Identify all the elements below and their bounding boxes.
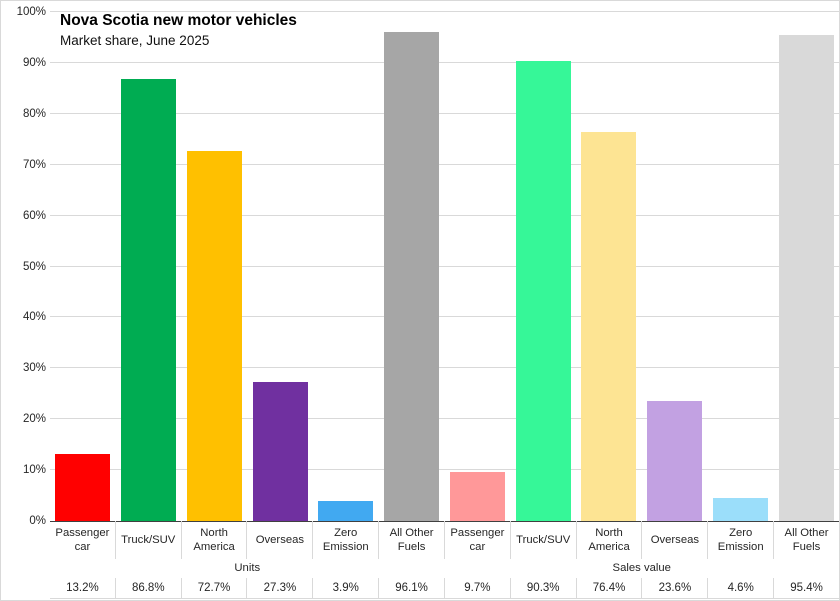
value-label: 9.7%	[445, 578, 511, 598]
bar	[186, 150, 242, 521]
gridline	[50, 316, 839, 318]
category-label: Truck/SUV	[116, 521, 182, 559]
y-axis-tick-label: 40%	[22, 311, 46, 324]
y-axis-tick-label: 100%	[16, 6, 46, 18]
value-label: 72.7%	[182, 578, 248, 598]
value-label: 95.4%	[790, 582, 823, 594]
gridline	[50, 61, 839, 63]
plot-area	[50, 11, 839, 522]
y-axis-tick-label: 50%	[22, 260, 46, 273]
value-label: 90.3%	[511, 578, 577, 598]
gridline	[50, 367, 839, 369]
y-axis-tick-label: 80%	[22, 107, 46, 120]
chart-column	[773, 12, 839, 521]
y-axis-tick-labels: 0% 10% 20% 30% 40% 50% 60% 70% 80% 90% 100%	[5, 6, 46, 527]
chart-column	[116, 12, 182, 521]
value-label-row: 13.2% 86.8% 72.7% 27.3% 3.9% 96.1% 9.7% 90.3% 76…	[50, 578, 839, 599]
chart-column	[313, 12, 379, 521]
value-label: 96.1%	[379, 578, 445, 598]
gridline	[50, 11, 839, 12]
gridline	[50, 112, 839, 114]
y-axis-tick-label: 20%	[22, 413, 46, 426]
chart-column	[445, 12, 511, 521]
chart-column	[576, 12, 642, 521]
chart-subtitle: Market share, June 2025	[60, 33, 210, 48]
bar	[384, 31, 440, 521]
value-label: 13.2%	[50, 578, 116, 598]
gridline	[50, 214, 839, 216]
gridline	[50, 418, 839, 420]
value-label: 23.6%	[642, 578, 709, 598]
value-label: 27.3%	[247, 578, 314, 598]
category-label-row: Passenger car Truck/SUV North America Overs…	[50, 521, 839, 559]
value-label: 3.9%	[313, 578, 380, 598]
category-label: North America	[182, 521, 248, 559]
bar	[647, 400, 703, 521]
value-label: 4.6%	[708, 578, 775, 598]
y-axis-tick-label: 90%	[22, 56, 46, 69]
category-label: North America	[577, 521, 643, 559]
plot-columns	[50, 12, 839, 521]
bar	[252, 382, 308, 521]
category-label: Zero Emission	[708, 521, 775, 559]
chart-column	[379, 12, 445, 521]
y-axis-tick-label: 60%	[22, 209, 46, 222]
chart-column	[182, 12, 248, 521]
chart-column	[642, 12, 708, 521]
bar	[778, 35, 834, 521]
category-label: Passenger car	[50, 521, 116, 559]
y-axis-tick-label: 70%	[22, 158, 46, 171]
gridline	[50, 163, 839, 165]
value-label: 76.4%	[577, 578, 643, 598]
bar	[55, 453, 111, 521]
category-axis-table: Passenger car Truck/SUV North America Overs…	[50, 521, 839, 599]
chart-column	[708, 12, 774, 521]
bar	[121, 79, 177, 521]
category-label: Overseas	[642, 521, 709, 559]
bar	[449, 471, 505, 521]
chart-column	[50, 12, 116, 521]
bar	[318, 501, 374, 521]
chart-column	[247, 12, 313, 521]
gridline	[50, 265, 839, 267]
category-label: All Other Fuels	[784, 526, 829, 553]
bar	[515, 61, 571, 521]
value-label: 86.8%	[116, 578, 182, 598]
category-label: Truck/SUV	[511, 521, 577, 559]
category-label: Passenger car	[445, 521, 511, 559]
category-label: All Other Fuels	[379, 521, 445, 559]
chart-title: Nova Scotia new motor vehicles	[60, 12, 297, 29]
group-label: Sales value	[612, 562, 671, 574]
group-label: Units	[234, 562, 261, 574]
group-label-row: Units Sales value	[50, 559, 839, 578]
y-axis-tick-label: 0%	[29, 515, 46, 527]
chart-column	[510, 12, 576, 521]
y-axis-tick-label: 10%	[22, 464, 46, 477]
y-axis-tick-label: 30%	[22, 362, 46, 375]
bar	[581, 132, 637, 521]
gridline	[50, 469, 839, 471]
bar	[712, 497, 768, 521]
gridlines	[50, 11, 839, 521]
category-label: Zero Emission	[313, 521, 380, 559]
category-label: Overseas	[247, 521, 314, 559]
